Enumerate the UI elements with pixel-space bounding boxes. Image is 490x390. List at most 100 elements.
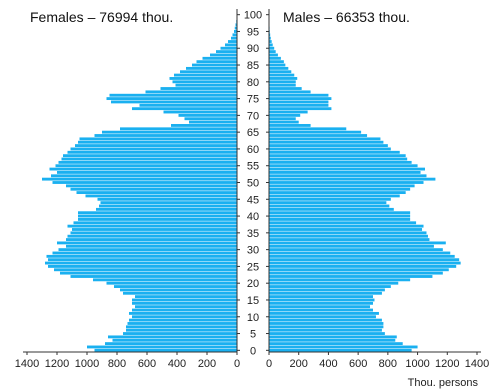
male-bar — [269, 205, 389, 208]
female-bar — [74, 221, 238, 224]
male-bar — [269, 107, 331, 110]
male-bar — [269, 335, 397, 338]
females-title: Females – 76994 thou. — [30, 9, 173, 25]
x-tick-label-right: 0 — [266, 358, 272, 370]
male-bar — [269, 84, 296, 87]
female-bar — [68, 151, 238, 154]
age-tick-label: 15 — [247, 295, 259, 307]
male-bar — [269, 285, 391, 288]
male-bar — [269, 148, 391, 151]
male-bar — [269, 57, 281, 60]
male-bar — [269, 312, 379, 315]
female-bar — [132, 107, 237, 110]
male-bar — [269, 252, 450, 255]
male-bar — [269, 231, 426, 234]
male-bar — [269, 272, 443, 275]
male-bar — [269, 295, 373, 298]
female-bar — [57, 241, 237, 244]
female-bar — [189, 121, 237, 124]
female-bar — [132, 302, 237, 305]
female-bar — [59, 161, 238, 164]
female-bar — [50, 168, 238, 171]
female-bar — [53, 181, 238, 184]
female-bar — [71, 148, 238, 151]
female-bar — [101, 201, 238, 204]
female-bar — [66, 184, 237, 187]
female-bar — [99, 205, 237, 208]
female-bar — [48, 258, 237, 261]
male-bar — [269, 245, 434, 248]
male-bar — [269, 248, 443, 251]
female-bar — [203, 57, 238, 60]
age-tick-label: 25 — [247, 261, 259, 273]
age-tick-label: 20 — [247, 278, 259, 290]
male-bar — [269, 262, 461, 265]
x-tick-label-left: 0 — [234, 358, 240, 370]
male-bar — [269, 43, 273, 46]
male-bar — [269, 235, 428, 238]
female-bar — [93, 278, 237, 281]
age-tick-label: 35 — [247, 228, 259, 240]
female-bar — [173, 80, 238, 83]
age-tick-label: 40 — [247, 211, 259, 223]
male-bar — [269, 101, 328, 104]
female-bar — [164, 111, 238, 114]
male-bar — [269, 342, 403, 345]
female-bar — [132, 299, 237, 302]
female-bar — [68, 235, 238, 238]
male-bar — [269, 258, 459, 261]
age-tick-label: 55 — [247, 161, 259, 173]
female-bar — [128, 322, 238, 325]
female-bar — [192, 64, 237, 67]
x-tick-label-right: 600 — [349, 358, 367, 370]
female-bar — [80, 137, 238, 140]
x-tick-label-right: 1000 — [405, 358, 429, 370]
female-bar — [171, 124, 237, 127]
female-bar — [123, 292, 237, 295]
male-bar — [269, 168, 425, 171]
male-bar — [269, 349, 412, 352]
male-bar — [269, 67, 288, 70]
male-bar — [269, 238, 429, 241]
age-tick-label: 80 — [247, 77, 259, 89]
male-bar — [269, 164, 418, 167]
male-bar — [269, 315, 376, 318]
female-bar — [135, 305, 237, 308]
x-tick-label-left: 200 — [198, 358, 216, 370]
male-bar — [269, 292, 382, 295]
male-bar — [269, 346, 418, 349]
male-bar — [269, 87, 302, 90]
male-bar — [269, 188, 410, 191]
age-tick-label: 70 — [247, 110, 259, 122]
female-bar — [71, 231, 238, 234]
female-bar — [78, 141, 237, 144]
male-bar — [269, 121, 299, 124]
male-bar — [269, 80, 296, 83]
x-tick-label-right: 1400 — [465, 358, 489, 370]
male-bar — [269, 325, 383, 328]
male-bar — [269, 134, 367, 137]
female-bar — [225, 43, 237, 46]
age-tick-label: 5 — [250, 329, 256, 341]
male-bar — [269, 288, 385, 291]
age-tick-label: 50 — [247, 178, 259, 190]
male-bar — [269, 111, 308, 114]
male-bar — [269, 161, 412, 164]
female-bar — [78, 211, 237, 214]
female-bar — [57, 171, 237, 174]
male-bar — [269, 54, 278, 57]
x-axis-label: Thou. persons — [408, 377, 479, 389]
female-bar — [174, 74, 237, 77]
age-tick-label: 95 — [247, 26, 259, 38]
female-bar — [87, 346, 237, 349]
male-bar — [269, 64, 285, 67]
female-bar — [129, 312, 237, 315]
male-bar — [269, 151, 400, 154]
female-bar — [63, 154, 237, 157]
male-bar — [269, 77, 297, 80]
female-bar — [77, 191, 238, 194]
female-bar — [78, 218, 237, 221]
female-bar — [47, 255, 238, 258]
female-bar — [71, 275, 238, 278]
male-bar — [269, 70, 291, 73]
